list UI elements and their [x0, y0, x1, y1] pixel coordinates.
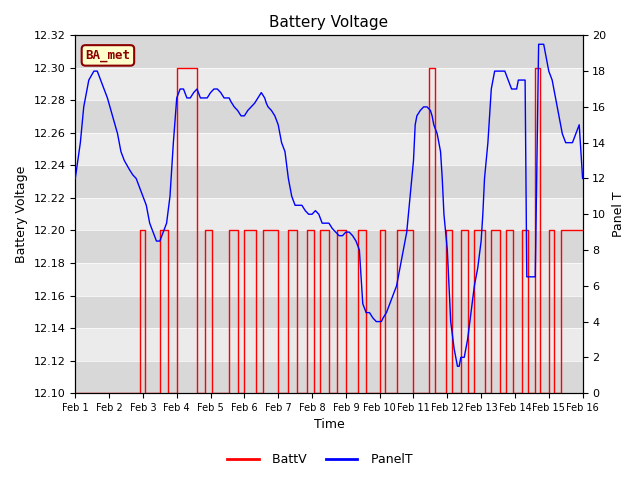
- Bar: [76, 198, 582, 230]
- Legend:  BattV,  PanelT: BattV, PanelT: [222, 448, 418, 471]
- Title: Battery Voltage: Battery Voltage: [269, 15, 388, 30]
- Bar: [76, 166, 582, 198]
- Bar: [76, 68, 582, 100]
- Bar: [76, 296, 582, 328]
- Bar: [76, 263, 582, 296]
- Y-axis label: Battery Voltage: Battery Voltage: [15, 166, 28, 263]
- X-axis label: Time: Time: [314, 419, 344, 432]
- Bar: [76, 328, 582, 360]
- Text: BA_met: BA_met: [85, 49, 131, 62]
- Bar: [76, 230, 582, 263]
- Y-axis label: Panel T: Panel T: [612, 192, 625, 237]
- Bar: [76, 100, 582, 133]
- Bar: [76, 36, 582, 68]
- Bar: [76, 133, 582, 166]
- Bar: [76, 360, 582, 393]
